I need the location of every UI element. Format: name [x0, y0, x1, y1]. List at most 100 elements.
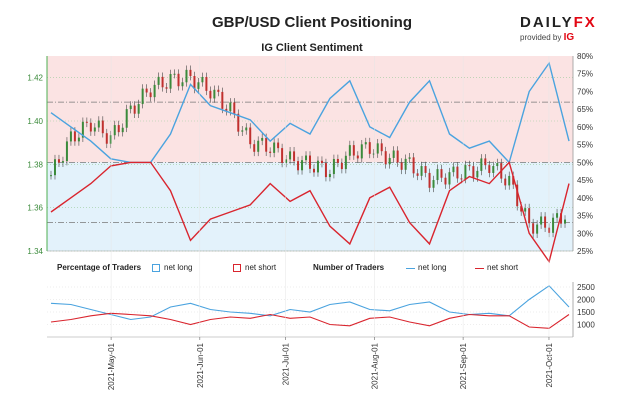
candle-up	[157, 76, 160, 85]
candle-up	[257, 140, 260, 152]
candle-up	[153, 84, 156, 98]
candle-down	[400, 162, 403, 170]
date-tick-label-3: 2021-Aug-01	[370, 342, 379, 389]
candle-down	[253, 144, 256, 152]
candle-down	[368, 142, 371, 154]
candle-up	[113, 125, 116, 136]
pct-tick-label-5: 50%	[577, 158, 593, 167]
candle-down	[396, 150, 399, 163]
candle-up	[197, 82, 200, 89]
logo-tagline-brand: IG	[563, 32, 575, 43]
pct-tick-label-1: 30%	[577, 229, 593, 238]
candle-up	[137, 104, 140, 114]
candle-up	[556, 213, 559, 218]
candle-up	[97, 120, 100, 128]
candle-up	[141, 88, 144, 105]
candle-down	[149, 92, 152, 98]
candle-down	[57, 159, 60, 163]
num-long-label: net long	[418, 263, 447, 272]
price-tick-label-0: 1.34	[27, 247, 43, 256]
candle-down	[516, 184, 519, 207]
candle-up	[77, 137, 80, 142]
candle-up	[328, 174, 331, 178]
pct-tick-label-2: 35%	[577, 212, 593, 221]
pct-tick-label-9: 70%	[577, 87, 593, 96]
pct-tick-label-7: 60%	[577, 123, 593, 132]
candle-up	[50, 175, 52, 177]
pct-tick-label-11: 80%	[577, 52, 593, 61]
candle-down	[217, 89, 220, 92]
candle-up	[540, 216, 543, 225]
candle-up	[289, 151, 292, 160]
candle-down	[520, 206, 523, 212]
candle-down	[472, 166, 475, 178]
candle-down	[424, 166, 427, 173]
candle-up	[173, 73, 176, 75]
candle-up	[129, 105, 132, 110]
date-tick-label-4: 2021-Sep-01	[459, 342, 468, 389]
candle-down	[468, 165, 471, 167]
net-short-pct-line	[50, 161, 570, 264]
candle-down	[456, 166, 459, 179]
candle-down	[73, 131, 76, 142]
candle-up	[261, 137, 264, 141]
candle-up	[273, 142, 276, 153]
candle-up	[181, 82, 184, 87]
logo-wordmark: DAILYFX	[520, 14, 606, 31]
pct-tick-label-8: 65%	[577, 105, 593, 114]
date-tick-label-0: 2021-May-01	[107, 342, 116, 390]
candle-down	[512, 175, 515, 185]
candle-down	[105, 133, 108, 144]
candle-down	[560, 213, 563, 224]
chart-title: IG Client Sentiment	[261, 42, 363, 54]
count-tick-label-0: 1000	[577, 321, 595, 330]
candle-down	[225, 108, 228, 112]
candle-down	[460, 178, 463, 180]
candle-up	[245, 127, 248, 131]
price-tick-label-3: 1.40	[27, 117, 43, 126]
candle-up	[552, 217, 555, 233]
candle-up	[492, 166, 495, 173]
candle-down	[281, 148, 284, 163]
dailyfx-logo: DAILYFX provided by IG	[520, 14, 606, 43]
candle-up	[229, 102, 232, 112]
num-short-label: net short	[487, 263, 519, 272]
candle-up	[360, 144, 363, 159]
candle-up	[420, 166, 423, 176]
num-legend-title: Number of Traders	[313, 263, 385, 272]
candle-up	[388, 157, 391, 165]
candle-down	[265, 137, 268, 152]
candle-up	[392, 150, 395, 158]
candle-up	[464, 165, 467, 179]
candle-up	[372, 153, 375, 155]
candle-up	[53, 159, 56, 176]
candle-down	[221, 91, 224, 109]
candle-down	[312, 168, 315, 173]
candle-down	[544, 216, 547, 228]
pct-tick-label-4: 45%	[577, 176, 593, 185]
candle-down	[380, 143, 383, 152]
candle-down	[249, 127, 252, 145]
candle-up	[404, 158, 407, 170]
candle-down	[145, 88, 148, 93]
candle-up	[408, 157, 411, 159]
candle-down	[428, 172, 431, 188]
pct-tick-label-3: 40%	[577, 194, 593, 203]
candle-up	[496, 163, 499, 167]
candle-down	[101, 120, 104, 134]
candle-down	[340, 162, 343, 170]
candle-down	[532, 223, 535, 234]
candle-up	[432, 180, 435, 188]
candle-up	[213, 89, 216, 99]
candle-up	[332, 158, 335, 175]
date-tick-label-2: 2021-Jul-01	[282, 342, 291, 385]
pct-long-label: net long	[164, 263, 193, 272]
candle-up	[121, 127, 124, 133]
candle-down	[117, 125, 120, 133]
candle-down	[528, 208, 531, 224]
candle-up	[364, 142, 367, 145]
candle-up	[109, 135, 112, 144]
candle-down	[209, 90, 212, 99]
candle-up	[448, 172, 451, 185]
